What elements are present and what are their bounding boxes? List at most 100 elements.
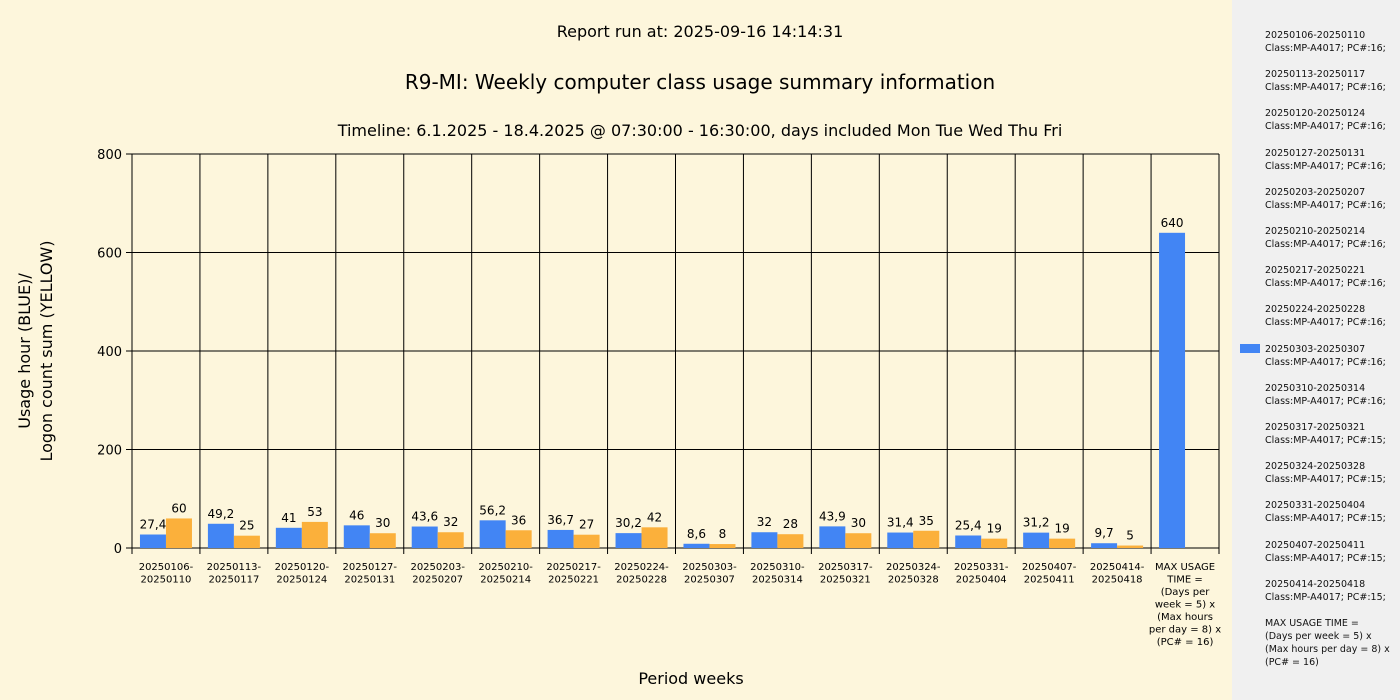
usage-hours-bar: [547, 529, 574, 548]
legend-item: 20250106-20250110 Class:MP-A4017; PC#:16…: [1265, 30, 1386, 54]
x-tick-label: 20250414-20250418: [1090, 562, 1145, 586]
legend-panel: [1232, 0, 1400, 700]
logon-count-bar: [641, 527, 668, 548]
legend-item: 20250324-20250328 Class:MP-A4017; PC#:15…: [1265, 461, 1386, 486]
logon-count-bar: [369, 533, 396, 548]
x-tick-label: 20250217-20250221: [546, 562, 601, 586]
x-tick-label: 20250203-20250207: [410, 562, 465, 586]
usage-hours-bar: [1091, 543, 1118, 548]
bar-value-label: 32: [443, 515, 458, 529]
legend-item: 20250224-20250228 Class:MP-A4017; PC#:16…: [1265, 304, 1386, 329]
x-tick-label: 20250310-20250314: [750, 562, 805, 586]
usage-hours-bar: [207, 523, 234, 548]
logon-count-bar: [981, 538, 1008, 548]
y-tick-label: 400: [97, 345, 122, 360]
bar-value-label: 60: [171, 501, 186, 515]
bar-value-label: 28: [783, 517, 798, 531]
legend-item: 20250120-20250124 Class:MP-A4017; PC#:16…: [1265, 108, 1386, 133]
x-tick-label: 20250127-20250131: [343, 562, 398, 586]
bar-value-label: 8: [719, 527, 727, 541]
usage-hours-bar: [343, 525, 370, 548]
bar-value-label: 36,7: [547, 513, 574, 527]
legend-item: 20250310-20250314 Class:MP-A4017; PC#:16…: [1265, 382, 1386, 407]
usage-hours-bar: [1159, 232, 1186, 549]
bar-value-label: 49,2: [208, 507, 235, 521]
logon-count-bar: [301, 521, 328, 548]
x-tick-label: 20250324-20250328: [886, 562, 941, 586]
logon-count-bar: [709, 544, 736, 548]
y-tick-label: 600: [97, 247, 122, 262]
bar-value-label: 8,6: [687, 527, 706, 541]
bar-value-label: 36: [511, 513, 526, 527]
x-axis-label: Period weeks: [638, 669, 744, 688]
usage-hours-bar: [819, 526, 846, 548]
logon-count-bar: [165, 518, 192, 548]
bar-value-label: 43,9: [819, 509, 846, 523]
bar-value-label: 31,4: [887, 516, 914, 530]
bar-value-label: 42: [647, 510, 662, 524]
logon-count-bar: [437, 532, 464, 548]
logon-count-bar: [845, 533, 872, 548]
x-tick-label: 20250106-20250110: [139, 562, 194, 586]
bar-value-label: 43,6: [411, 510, 438, 524]
legend-item: 20250217-20250221 Class:MP-A4017; PC#:16…: [1265, 265, 1386, 290]
usage-hours-bar: [887, 532, 914, 548]
x-tick-label: 20250210-20250214: [478, 562, 533, 586]
bar-value-label: 25,4: [955, 518, 982, 532]
usage-hours-bar: [955, 535, 982, 548]
bar-value-label: 41: [281, 511, 296, 525]
bar-value-label: 31,2: [1023, 516, 1050, 530]
legend-item: 20250210-20250214 Class:MP-A4017; PC#:16…: [1265, 226, 1386, 250]
bar-value-label: 53: [307, 505, 322, 519]
usage-hours-bar: [751, 532, 778, 548]
x-tick-label: 20250224-20250228: [614, 562, 669, 586]
bar-value-label: 35: [919, 514, 934, 528]
legend-item: 20250414-20250418 Class:MP-A4017; PC#:15…: [1265, 578, 1386, 603]
legend-item: 20250407-20250411 Class:MP-A4017; PC#:15…: [1265, 539, 1386, 564]
logon-count-bar: [505, 530, 532, 548]
bar-value-label: 56,2: [479, 503, 506, 517]
usage-hours-bar: [1023, 532, 1050, 548]
chart-subtitle: Timeline: 6.1.2025 - 18.4.2025 @ 07:30:0…: [337, 121, 1063, 140]
logon-count-bar: [573, 534, 600, 548]
y-tick-label: 800: [97, 148, 122, 163]
legend-item: 20250113-20250117 Class:MP-A4017; PC#:16…: [1265, 69, 1386, 94]
bar-value-label: 19: [987, 522, 1002, 536]
usage-hours-bar: [683, 543, 710, 548]
bar-chart-svg: 0 200 400 600 800 27,4 49,2 41 46 43,6 56,2 36,7 30,…: [97, 148, 1221, 648]
x-tick-label: 20250331-20250404: [954, 562, 1009, 586]
usage-hours-bar: [139, 534, 166, 548]
bar-value-label: 19: [1055, 522, 1070, 536]
chart-title: R9-MI: Weekly computer class usage summa…: [404, 70, 996, 94]
bar-value-label: 30: [851, 516, 866, 530]
bar-value-label: 25: [239, 519, 254, 533]
legend-item: 20250317-20250321 Class:MP-A4017; PC#:15…: [1265, 422, 1386, 446]
chart-area: [0, 0, 1232, 700]
x-tick-label: 20250120-20250124: [275, 562, 330, 586]
bar-value-label: 32: [757, 515, 772, 529]
report-run-text: Report run at: 2025-09-16 14:14:31: [556, 22, 844, 41]
logon-count-bar: [777, 534, 804, 548]
x-tick-label: 20250317-20250321: [818, 562, 873, 586]
x-tick-label: 20250407-20250411: [1022, 562, 1077, 586]
y-tick-label: 0: [114, 542, 122, 557]
logon-count-bar: [913, 530, 940, 548]
x-tick-label: 20250303-20250307: [682, 562, 737, 586]
legend-swatch-selected: [1240, 344, 1260, 353]
logon-count-bar: [1049, 538, 1076, 548]
y-tick-label: 200: [97, 444, 122, 459]
bar-value-label: 46: [349, 508, 364, 522]
legend-item: 20250127-20250131 Class:MP-A4017; PC#:16…: [1265, 147, 1386, 172]
logon-count-bar: [233, 535, 260, 548]
usage-hours-bar: [615, 533, 642, 548]
legend-item: 20250303-20250307 Class:MP-A4017; PC#:16…: [1265, 343, 1386, 368]
bar-value-label: 30,2: [615, 516, 642, 530]
logon-count-bar: [1117, 545, 1144, 548]
x-tick-label: MAX USAGE TIME = (Days per week = 5) x (Max …: [1149, 562, 1221, 648]
bar-value-label: 27: [579, 518, 594, 532]
legend-item: MAX USAGE TIME = (Days per week = 5) x (…: [1265, 618, 1390, 668]
legend-item: 20250203-20250207 Class:MP-A4017; PC#:16…: [1265, 186, 1386, 211]
bar-value-label: 5: [1126, 529, 1134, 543]
bar-value-label: 30: [375, 516, 390, 530]
usage-hours-bar: [275, 527, 302, 548]
